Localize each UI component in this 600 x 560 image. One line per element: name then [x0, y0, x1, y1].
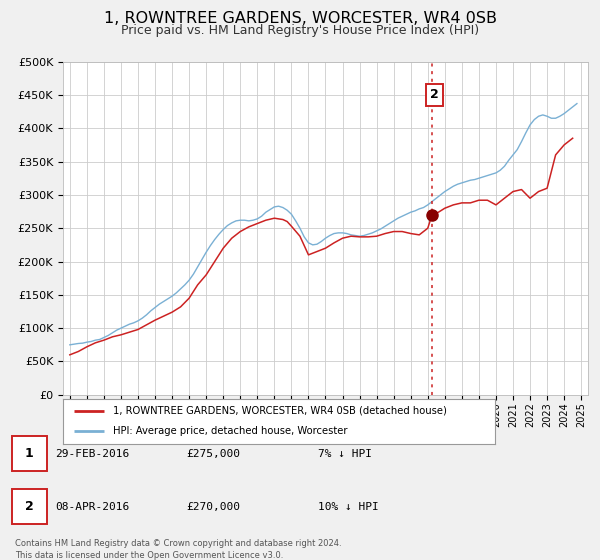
Text: 7% ↓ HPI: 7% ↓ HPI: [318, 449, 372, 459]
Text: Contains HM Land Registry data © Crown copyright and database right 2024.
This d: Contains HM Land Registry data © Crown c…: [15, 539, 341, 560]
Text: 2: 2: [430, 88, 439, 101]
Text: 10% ↓ HPI: 10% ↓ HPI: [318, 502, 379, 512]
Text: 1, ROWNTREE GARDENS, WORCESTER, WR4 0SB (detached house): 1, ROWNTREE GARDENS, WORCESTER, WR4 0SB …: [113, 406, 446, 416]
Text: 08-APR-2016: 08-APR-2016: [55, 502, 130, 512]
Text: 29-FEB-2016: 29-FEB-2016: [55, 449, 130, 459]
Text: 1, ROWNTREE GARDENS, WORCESTER, WR4 0SB: 1, ROWNTREE GARDENS, WORCESTER, WR4 0SB: [104, 11, 497, 26]
Text: 1: 1: [25, 447, 34, 460]
Text: Price paid vs. HM Land Registry's House Price Index (HPI): Price paid vs. HM Land Registry's House …: [121, 24, 479, 36]
Text: £275,000: £275,000: [186, 449, 240, 459]
Text: 2: 2: [25, 500, 34, 514]
Text: HPI: Average price, detached house, Worcester: HPI: Average price, detached house, Worc…: [113, 426, 347, 436]
Text: £270,000: £270,000: [186, 502, 240, 512]
